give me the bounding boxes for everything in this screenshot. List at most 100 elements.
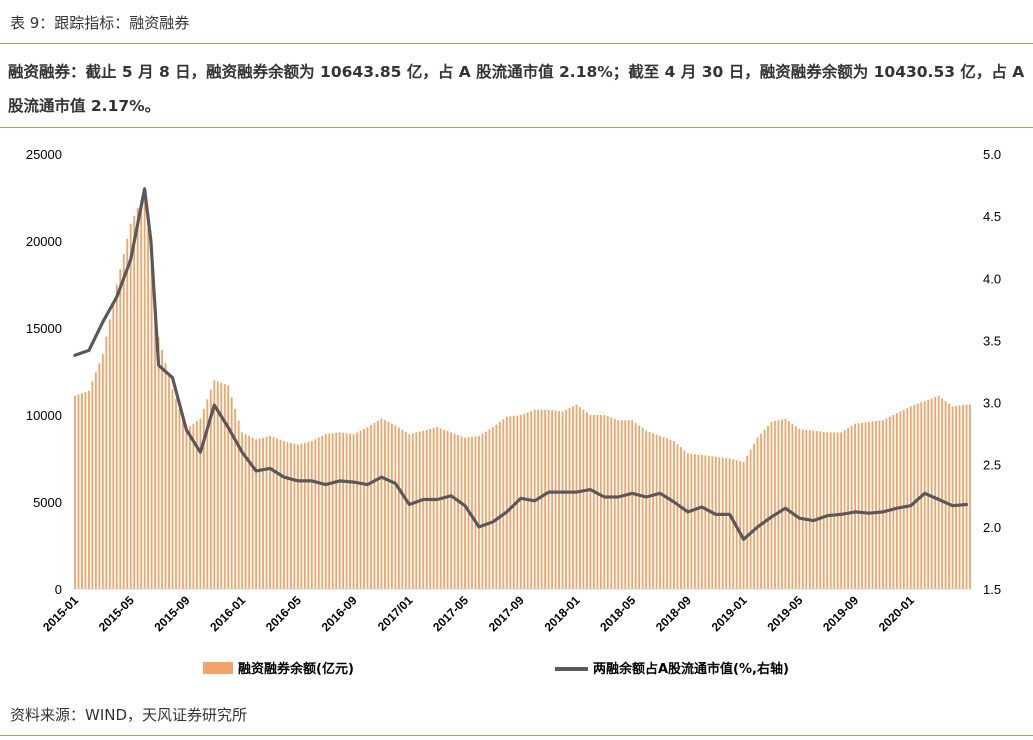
balance-bar	[770, 421, 773, 589]
balance-bar	[916, 403, 919, 589]
balance-bar	[589, 415, 592, 589]
balance-bar	[150, 264, 153, 589]
bar-series	[74, 192, 971, 590]
balance-bar	[676, 444, 679, 589]
balance-bar	[136, 207, 139, 589]
balance-bar	[370, 425, 372, 589]
balance-bar	[98, 363, 101, 589]
balance-bar	[519, 415, 522, 589]
balance-bar	[223, 384, 226, 589]
balance-bar	[175, 398, 177, 589]
balance-bar	[119, 269, 122, 589]
balance-bar	[854, 423, 856, 589]
balance-bar	[652, 433, 654, 589]
balance-bar	[791, 423, 794, 589]
balance-bar	[450, 432, 453, 589]
line-series	[73, 187, 969, 541]
balance-bar	[906, 408, 909, 589]
summary-text: 融资融券：截止 5 月 8 日，融资融券余额为 10643.85 亿，占 A 股…	[0, 45, 1033, 128]
balance-bar	[509, 416, 512, 589]
right-tick-label: 3.0	[983, 396, 1001, 411]
balance-bar	[213, 380, 216, 589]
balance-bar	[767, 425, 769, 590]
balance-bar	[812, 430, 815, 589]
balance-bar	[794, 426, 797, 589]
balance-bar	[937, 395, 940, 589]
balance-bar	[446, 431, 449, 589]
balance-bar	[704, 455, 707, 589]
balance-bar	[819, 431, 822, 589]
balance-bar	[397, 427, 400, 589]
balance-bar	[620, 420, 623, 589]
balance-bar	[331, 433, 334, 589]
balance-bar	[707, 455, 710, 589]
balance-bar	[310, 441, 313, 589]
table-caption: 表 9：跟踪指标：融资融券	[0, 0, 1033, 44]
balance-bar	[464, 437, 466, 589]
balance-bar	[457, 435, 459, 589]
balance-bar	[586, 412, 588, 589]
balance-bar	[725, 458, 728, 589]
balance-bar	[788, 421, 790, 589]
balance-bar	[276, 438, 278, 589]
balance-bar	[293, 443, 296, 589]
balance-bar	[540, 409, 543, 589]
balance-bar	[547, 409, 550, 589]
balance-bar	[673, 441, 675, 589]
balance-bar	[815, 431, 818, 589]
balance-bar	[561, 411, 564, 589]
balance-bar	[902, 409, 905, 589]
balance-bar	[857, 423, 860, 589]
balance-bar	[133, 215, 136, 589]
balance-bar	[599, 415, 602, 589]
balance-bar	[777, 420, 780, 589]
balance-bar	[387, 421, 390, 589]
balance-bar	[843, 430, 846, 589]
balance-bar	[579, 407, 581, 589]
balance-bar	[272, 437, 275, 589]
right-tick-label: 2.0	[983, 520, 1001, 535]
balance-bar	[582, 409, 585, 589]
balance-bar	[432, 428, 435, 589]
balance-bar	[185, 428, 188, 589]
balance-bar	[666, 438, 668, 589]
balance-bar	[199, 418, 202, 589]
balance-bar	[404, 431, 407, 589]
x-tick-label: 2015-01	[40, 593, 81, 634]
balance-bar	[641, 428, 644, 589]
balance-bar	[781, 419, 783, 589]
balance-bar	[168, 375, 170, 589]
balance-bar	[760, 433, 762, 589]
balance-bar	[234, 408, 237, 589]
right-tick-label: 1.5	[983, 582, 1001, 597]
balance-bar	[394, 425, 397, 589]
balance-bar	[798, 428, 801, 589]
balance-bar	[377, 420, 379, 589]
balance-bar	[721, 457, 724, 589]
balance-bar	[335, 432, 338, 589]
x-tick-label: 2015-09	[152, 593, 193, 634]
x-tick-label: 2018-05	[597, 593, 638, 634]
balance-bar	[822, 431, 825, 589]
x-tick-label: 2019-01	[709, 593, 750, 634]
balance-bar	[502, 419, 505, 589]
balance-bar	[241, 432, 244, 589]
balance-bar	[356, 432, 358, 589]
balance-bar	[700, 455, 703, 589]
balance-bar	[697, 454, 700, 589]
balance-bar	[610, 417, 613, 589]
balance-bar	[300, 443, 303, 589]
balance-bar	[544, 409, 547, 589]
balance-bar	[202, 408, 205, 589]
balance-bar	[648, 431, 651, 589]
balance-bar	[258, 438, 261, 589]
balance-bar	[732, 459, 735, 589]
left-tick-label: 10000	[26, 408, 62, 423]
balance-bar	[126, 238, 129, 589]
balance-bar	[408, 434, 411, 589]
balance-bar	[565, 409, 567, 589]
balance-bar	[878, 420, 881, 589]
balance-bar	[342, 432, 345, 589]
balance-bar	[969, 404, 971, 589]
balance-bar	[955, 405, 957, 589]
